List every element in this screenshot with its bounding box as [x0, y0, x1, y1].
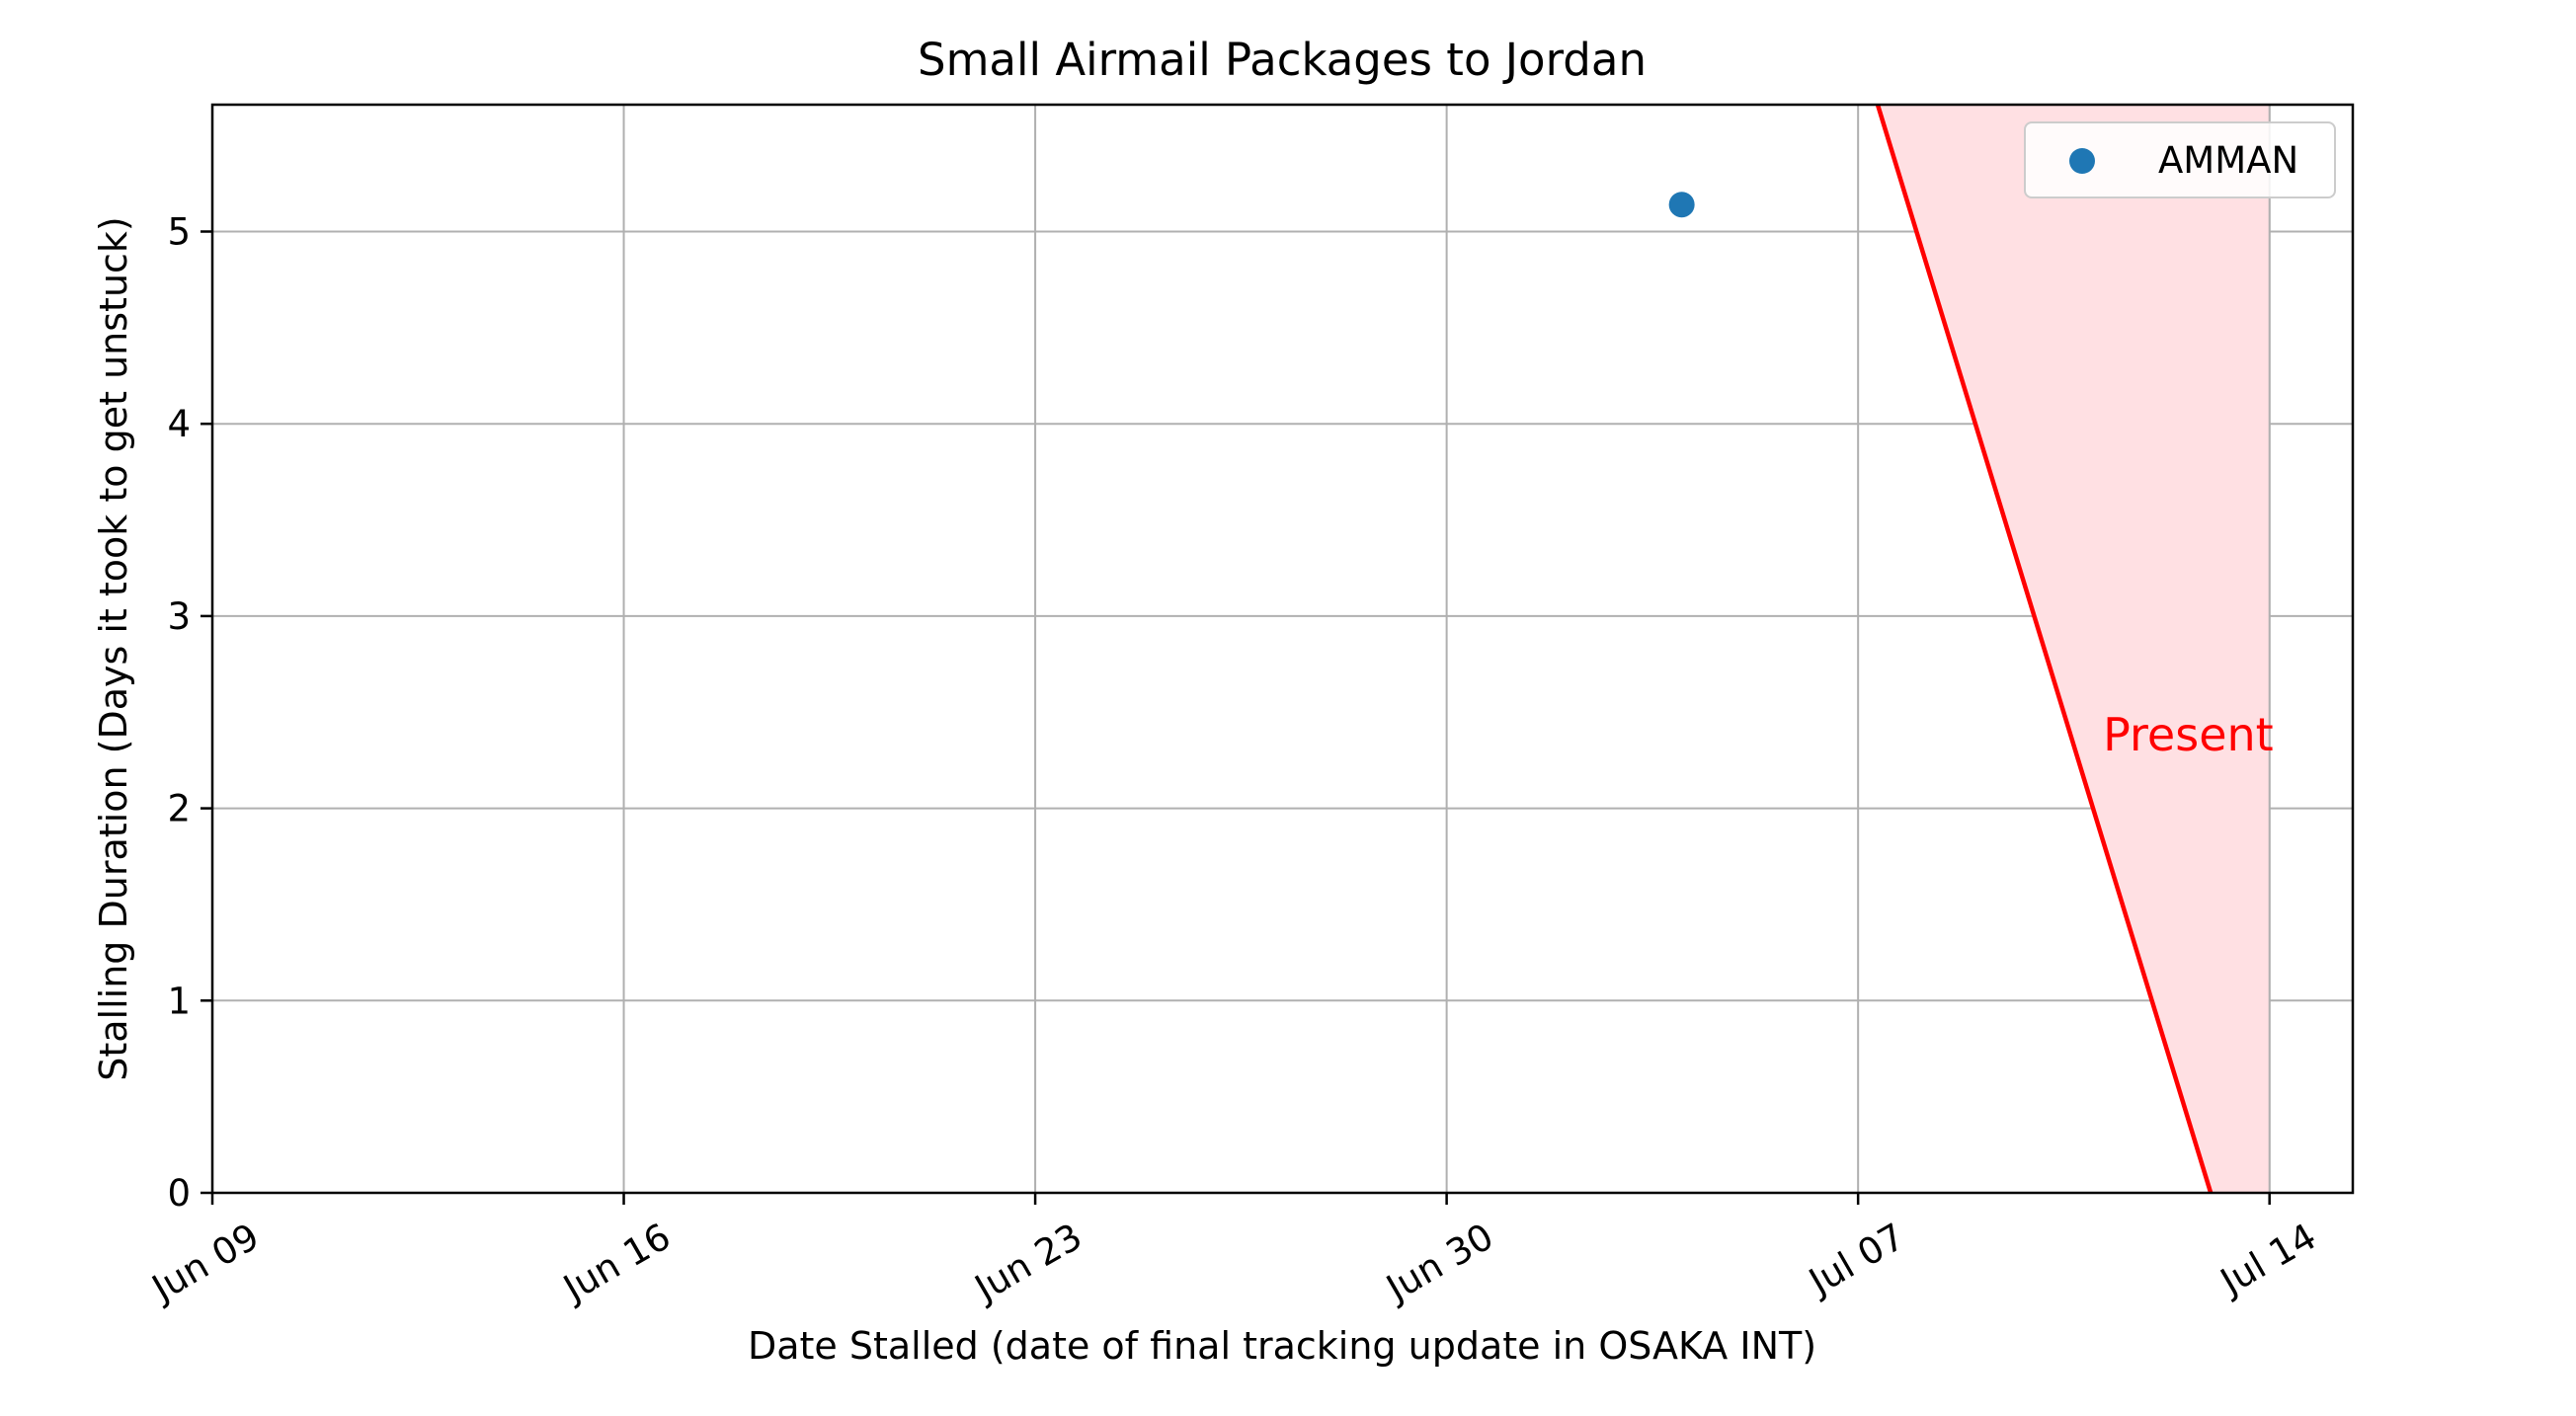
data-point-amman	[1668, 192, 1695, 218]
y-tick-label: 0	[167, 1172, 191, 1215]
plot-area: Present Jun 09 Jun 16 Jun 23 Jun 30 Jul 07 Jul…	[143, 103, 2355, 1311]
x-tick-label: Jun 09	[143, 1216, 266, 1311]
x-tick-label: Jun 23	[966, 1216, 1088, 1311]
y-axis-label: Stalling Duration (Days it took to get u…	[92, 216, 135, 1081]
y-tick-label: 2	[167, 788, 191, 830]
x-tick-label: Jul 07	[1801, 1216, 1912, 1304]
present-line	[1875, 105, 2214, 1193]
x-axis-label: Date Stalled (date of final tracking upd…	[748, 1324, 1816, 1368]
legend-label: AMMAN	[2158, 139, 2298, 182]
y-tick-label: 3	[167, 595, 191, 638]
legend-marker	[2069, 148, 2095, 174]
y-tick-label: 5	[167, 211, 191, 254]
x-tick-label: Jun 30	[1378, 1216, 1500, 1311]
chart-title: Small Airmail Packages to Jordan	[918, 34, 1647, 86]
y-tick-label: 1	[167, 980, 191, 1022]
x-tick-label: Jun 16	[555, 1216, 678, 1311]
x-tick-label: Jul 14	[2212, 1216, 2323, 1304]
present-label: Present	[2103, 708, 2274, 761]
plot-frame	[210, 103, 2355, 1195]
legend-box	[2024, 121, 2336, 198]
y-tick-label: 4	[167, 403, 191, 445]
present-region	[1877, 105, 2270, 1193]
present-group	[1875, 105, 2271, 1193]
